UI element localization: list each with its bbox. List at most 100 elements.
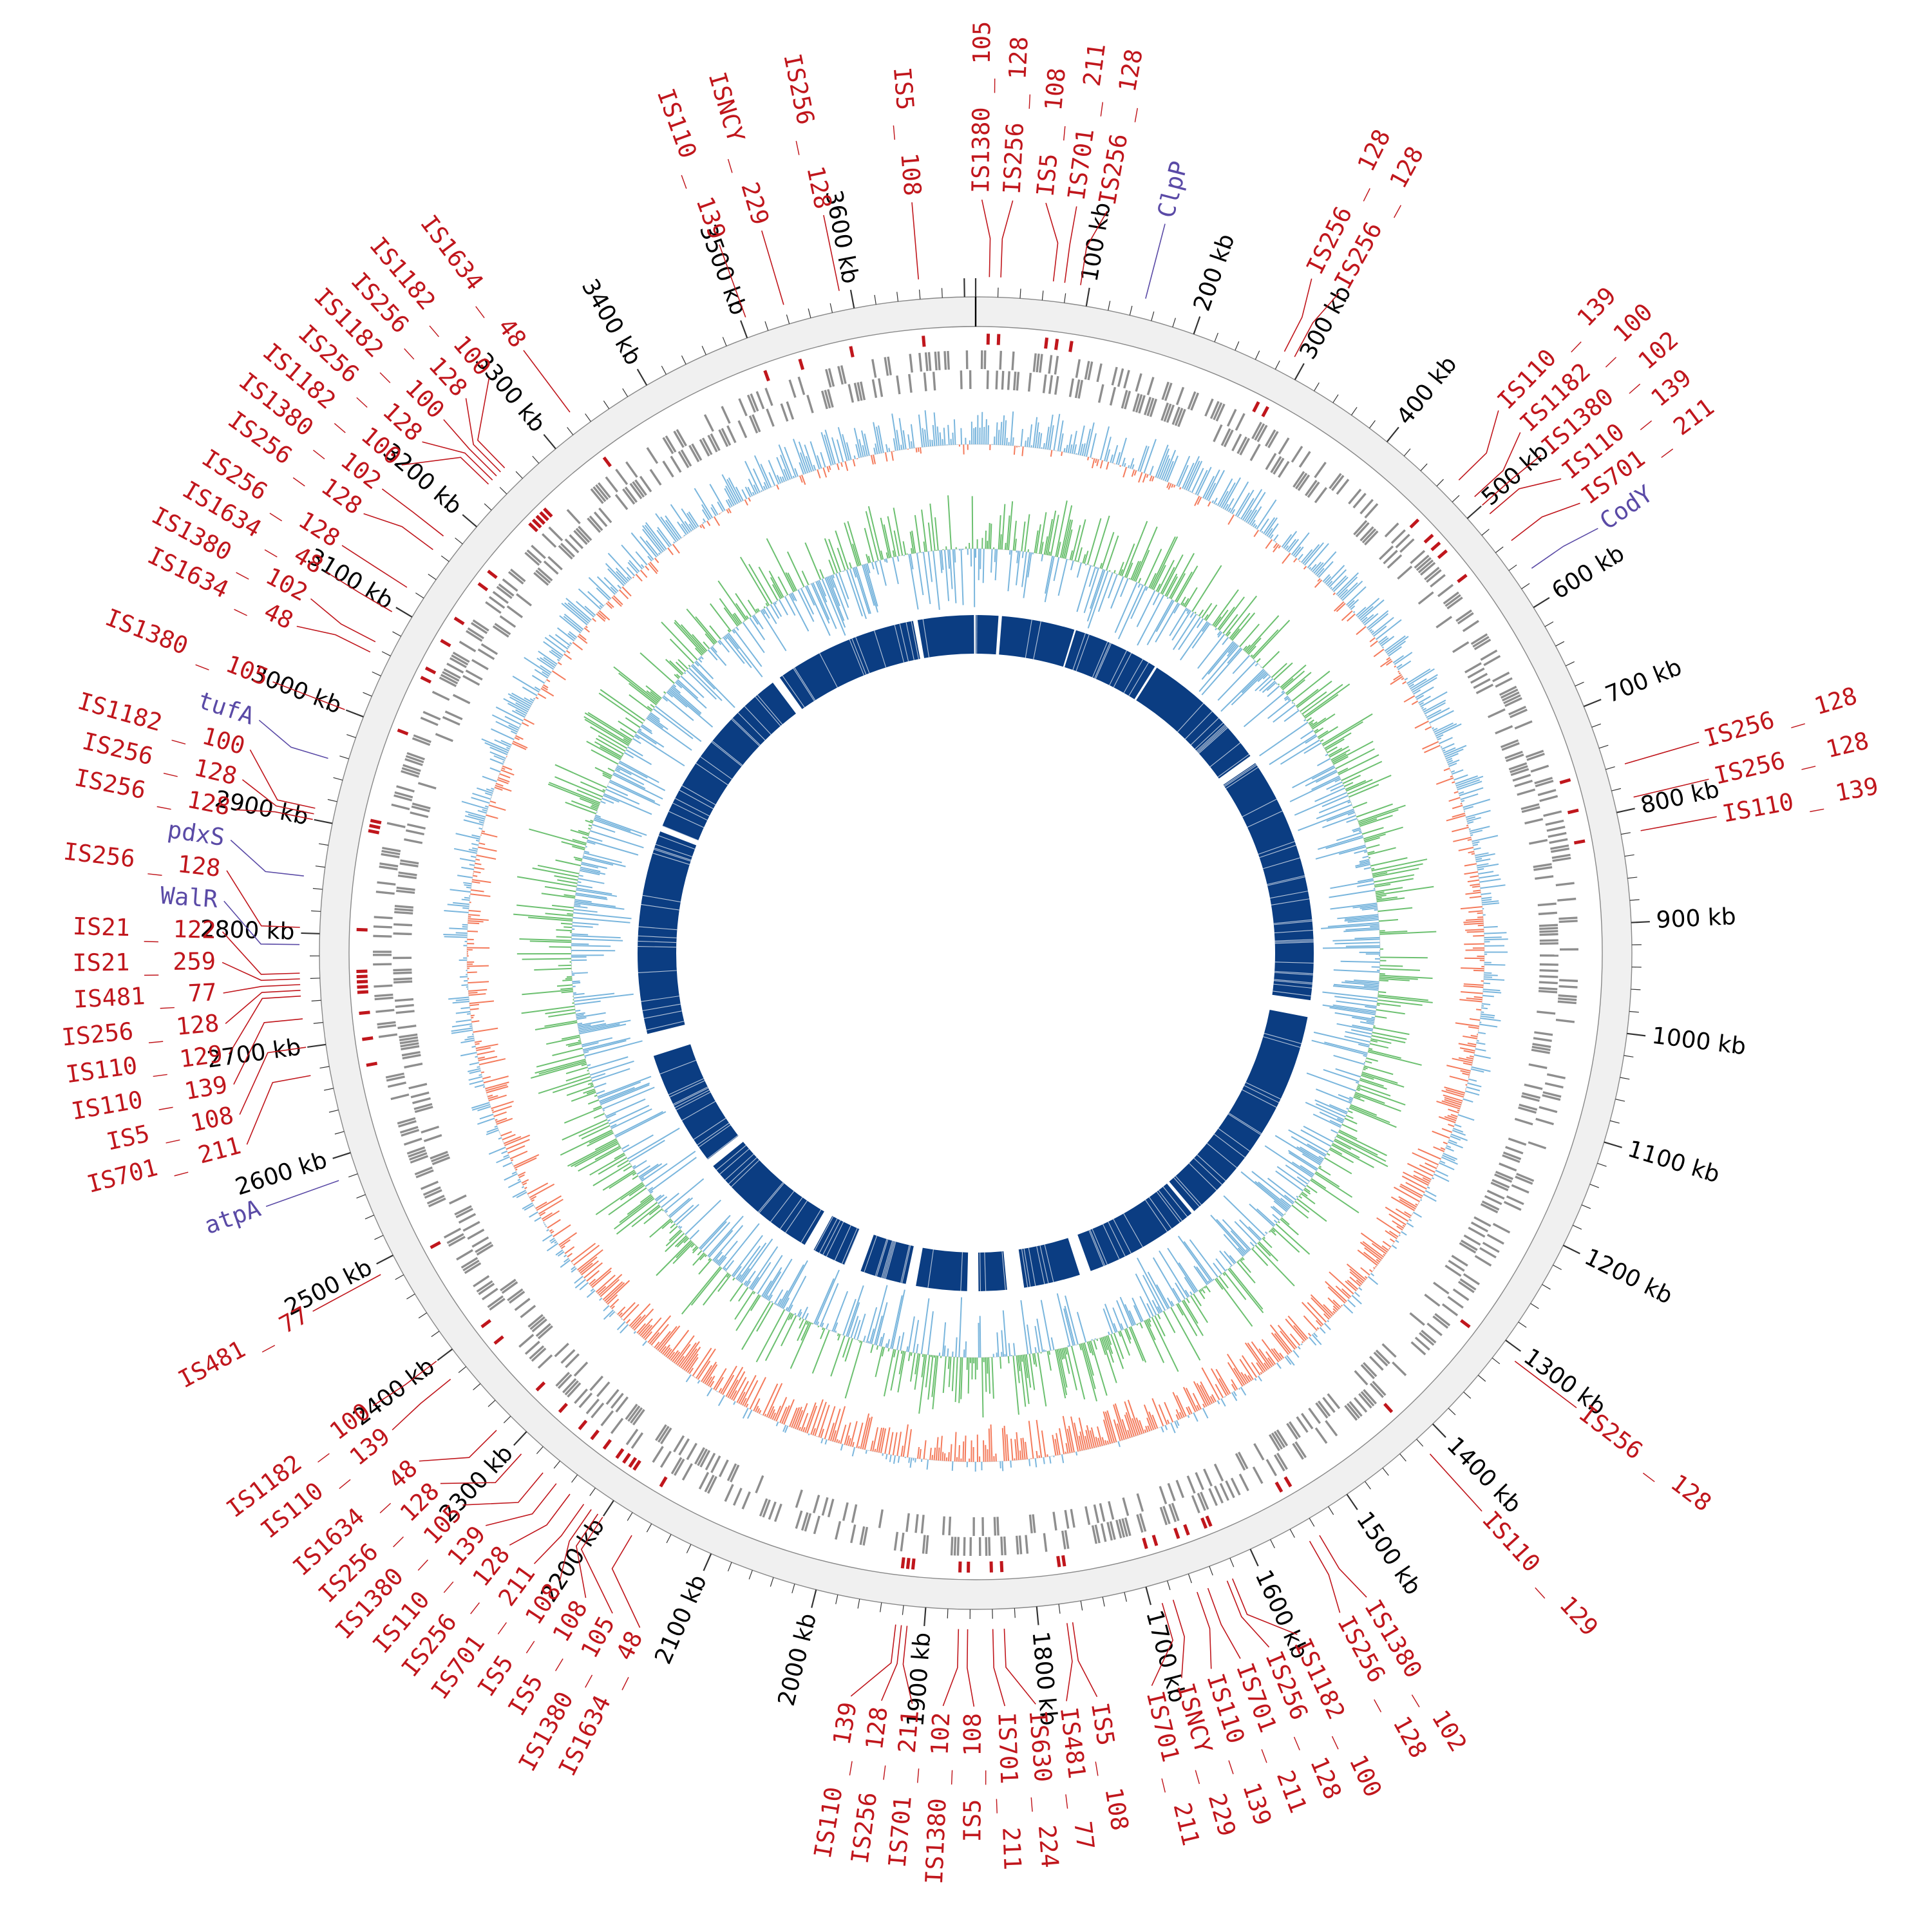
gc-content-bar bbox=[597, 1075, 652, 1098]
gc-content-bar bbox=[1255, 1180, 1289, 1210]
gc-skew-bar bbox=[677, 521, 687, 535]
gc-skew-bar bbox=[451, 1029, 473, 1034]
gc-skew-bar bbox=[1215, 1383, 1224, 1398]
cds-mark bbox=[1460, 1239, 1478, 1251]
gc-skew-bar bbox=[1448, 1108, 1459, 1113]
gc-skew-bar bbox=[753, 455, 770, 489]
gc-content-bar bbox=[1373, 1027, 1410, 1036]
cds-mark bbox=[1414, 1336, 1430, 1351]
scale-tick-label: 800 kb bbox=[1638, 776, 1722, 819]
gc-skew-bar bbox=[476, 855, 497, 860]
gc-skew-bar bbox=[964, 1435, 967, 1462]
cds-mark bbox=[401, 1050, 421, 1057]
gc-skew-bar bbox=[1429, 710, 1454, 724]
gc-content-bar bbox=[1361, 1071, 1398, 1084]
gc-skew-bar bbox=[1457, 1109, 1460, 1112]
cds-mark bbox=[1539, 795, 1558, 802]
gc-skew-bar bbox=[558, 1232, 578, 1246]
gc-skew-bar bbox=[840, 1425, 847, 1444]
gc-content-bar bbox=[1375, 891, 1385, 895]
callout-line bbox=[992, 1629, 1006, 1707]
gc-content-bar bbox=[719, 639, 730, 653]
gc-skew-bar bbox=[860, 1413, 870, 1449]
gc-skew-bar bbox=[1327, 1320, 1329, 1323]
gc-content-bar bbox=[580, 868, 606, 875]
is-element-mark bbox=[558, 1403, 568, 1414]
gc-skew-bar bbox=[675, 1343, 691, 1365]
minor-tick bbox=[874, 294, 876, 305]
gc-skew-bar bbox=[1435, 1170, 1448, 1177]
gc-content-bar bbox=[821, 1322, 824, 1328]
gc-skew-bar bbox=[498, 777, 510, 782]
core-gap-line bbox=[794, 667, 816, 701]
cds-mark bbox=[413, 1103, 433, 1110]
gc-content-bar bbox=[583, 852, 622, 864]
gc-skew-bar bbox=[1231, 1383, 1236, 1391]
gc-skew-bar bbox=[789, 1407, 798, 1427]
cds-mark bbox=[738, 398, 748, 417]
callout-line bbox=[1514, 1360, 1577, 1408]
major-tick bbox=[1085, 287, 1090, 307]
gc-skew-bar bbox=[909, 1457, 913, 1468]
gc-content-bar bbox=[818, 580, 827, 597]
gc-skew-bar bbox=[534, 686, 541, 691]
gc-skew-bar bbox=[514, 737, 520, 741]
gc-skew-bar bbox=[1347, 613, 1356, 622]
cds-mark bbox=[1558, 916, 1578, 920]
gc-skew-bar bbox=[521, 1179, 529, 1184]
gc-skew-bar bbox=[1427, 1186, 1430, 1189]
gc-skew-bar bbox=[814, 1401, 827, 1436]
gc-content-bar bbox=[1314, 728, 1319, 733]
gc-content-bar bbox=[881, 1347, 886, 1357]
gc-content-bar bbox=[1146, 599, 1173, 645]
gc-skew-bar bbox=[692, 1347, 712, 1377]
gc-content-bar bbox=[1300, 691, 1327, 712]
cds-mark bbox=[1187, 391, 1197, 410]
gc-content-bar bbox=[864, 527, 875, 562]
gc-skew-bar bbox=[873, 454, 876, 464]
cds-mark bbox=[1013, 371, 1017, 391]
cds-mark bbox=[560, 542, 575, 558]
gc-skew-bar bbox=[1456, 779, 1481, 789]
gc-content-bar bbox=[1372, 863, 1423, 875]
gc-content-bar bbox=[875, 1302, 888, 1345]
gc-skew-bar bbox=[1254, 1378, 1257, 1381]
cds-mark bbox=[443, 1227, 462, 1239]
gc-content-bar bbox=[1016, 551, 1019, 564]
gc-content-bar bbox=[536, 1054, 585, 1068]
gc-content-bar bbox=[1306, 717, 1312, 722]
cds-mark bbox=[598, 507, 612, 524]
cds-mark bbox=[797, 376, 806, 395]
gc-skew-bar bbox=[1325, 1281, 1347, 1302]
gc-content-bar bbox=[1341, 981, 1379, 986]
gc-skew-bar bbox=[744, 486, 752, 498]
gc-skew-bar bbox=[455, 998, 469, 1001]
gc-skew-bar bbox=[1476, 1009, 1482, 1011]
gc-content-bar bbox=[552, 904, 574, 909]
gc-skew-bar bbox=[615, 567, 629, 582]
gc-skew-bar bbox=[810, 441, 820, 469]
minor-tick bbox=[585, 413, 591, 422]
gc-skew-bar bbox=[1463, 799, 1491, 808]
gc-content-bar bbox=[887, 1339, 891, 1349]
gc-skew-bar bbox=[1369, 629, 1373, 632]
core-gap-line bbox=[884, 1241, 895, 1279]
gc-content-bar bbox=[884, 558, 886, 562]
callout-line bbox=[942, 1629, 960, 1707]
callout-line bbox=[850, 1624, 896, 1697]
gc-skew-bar bbox=[511, 710, 526, 718]
gc-content-bar bbox=[1175, 571, 1193, 602]
gc-content-bar bbox=[940, 550, 944, 571]
gc-content-bar bbox=[835, 530, 849, 570]
gc-content-bar bbox=[1319, 1112, 1343, 1124]
gc-content-bar bbox=[1349, 1099, 1352, 1103]
gc-content-bar bbox=[1271, 663, 1287, 678]
cds-mark bbox=[726, 425, 737, 444]
gc-skew-bar bbox=[958, 1444, 960, 1462]
gc-skew-bar bbox=[1244, 509, 1253, 522]
minor-tick bbox=[1124, 1592, 1127, 1602]
cds-mark bbox=[1084, 1506, 1091, 1525]
gc-skew-bar bbox=[1386, 660, 1393, 666]
gc-skew-bar bbox=[1455, 1022, 1479, 1027]
gc-content-bar bbox=[900, 1332, 905, 1351]
